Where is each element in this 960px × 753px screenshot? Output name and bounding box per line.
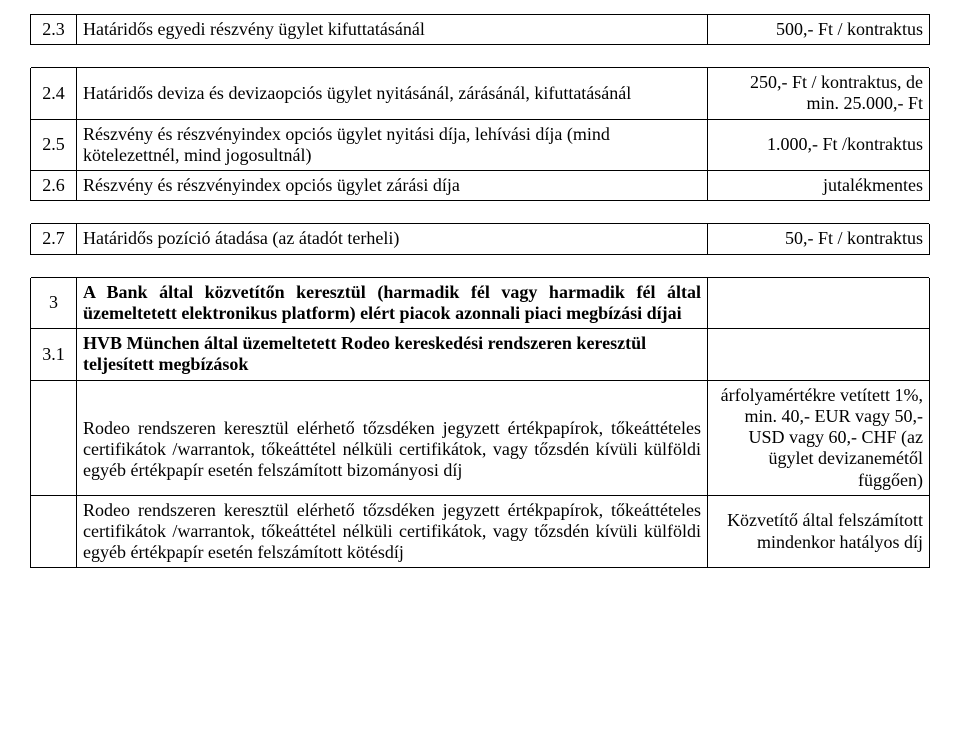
row-value: 1.000,- Ft /kontraktus: [708, 119, 930, 170]
row-description: Határidős egyedi részvény ügylet kifutta…: [77, 15, 708, 45]
table-row: 3A Bank által közvetítőn keresztül (harm…: [31, 277, 930, 328]
table-row: 2.4Határidős deviza és devizaopciós ügyl…: [31, 68, 930, 119]
row-value: 500,- Ft / kontraktus: [708, 15, 930, 45]
row-description: Részvény és részvényindex opciós ügylet …: [77, 119, 708, 170]
row-index: [31, 380, 77, 495]
table-row: Rodeo rendszeren keresztül elérhető tőzs…: [31, 380, 930, 495]
row-index: 2.6: [31, 171, 77, 201]
row-value: 50,- Ft / kontraktus: [708, 224, 930, 254]
table-body: 2.3Határidős egyedi részvény ügylet kifu…: [31, 15, 930, 568]
row-description: A Bank által közvetítőn keresztül (harma…: [77, 277, 708, 328]
fee-table: 2.3Határidős egyedi részvény ügylet kifu…: [30, 14, 930, 568]
table-row: 2.6Részvény és részvényindex opciós ügyl…: [31, 171, 930, 201]
row-value: Közvetítő által felszámított mindenkor h…: [708, 495, 930, 568]
row-index: 2.3: [31, 15, 77, 45]
row-description: Rodeo rendszeren keresztül elérhető tőzs…: [77, 380, 708, 495]
table-row: 2.7Határidős pozíció átadása (az átadót …: [31, 224, 930, 254]
table-row: 3.1HVB München által üzemeltetett Rodeo …: [31, 329, 930, 380]
gap-row: [31, 201, 930, 224]
row-index: 3.1: [31, 329, 77, 380]
gap-row: [31, 45, 930, 68]
table-row: Rodeo rendszeren keresztül elérhető tőzs…: [31, 495, 930, 568]
row-description: Részvény és részvényindex opciós ügylet …: [77, 171, 708, 201]
row-index: [31, 495, 77, 568]
row-index: 3: [31, 277, 77, 328]
row-value: [708, 329, 930, 380]
page-container: 2.3Határidős egyedi részvény ügylet kifu…: [0, 0, 960, 753]
row-index: 2.5: [31, 119, 77, 170]
gap-row: [31, 254, 930, 277]
row-description: Határidős deviza és devizaopciós ügylet …: [77, 68, 708, 119]
row-description: HVB München által üzemeltetett Rodeo ker…: [77, 329, 708, 380]
row-value: 250,- Ft / kontraktus, de min. 25.000,- …: [708, 68, 930, 119]
row-description: Rodeo rendszeren keresztül elérhető tőzs…: [77, 495, 708, 568]
row-description: Határidős pozíció átadása (az átadót ter…: [77, 224, 708, 254]
table-row: 2.3Határidős egyedi részvény ügylet kifu…: [31, 15, 930, 45]
row-value: [708, 277, 930, 328]
row-value: jutalékmentes: [708, 171, 930, 201]
row-index: 2.4: [31, 68, 77, 119]
table-row: 2.5Részvény és részvényindex opciós ügyl…: [31, 119, 930, 170]
row-value: árfolyamértékre vetített 1%, min. 40,- E…: [708, 380, 930, 495]
row-index: 2.7: [31, 224, 77, 254]
